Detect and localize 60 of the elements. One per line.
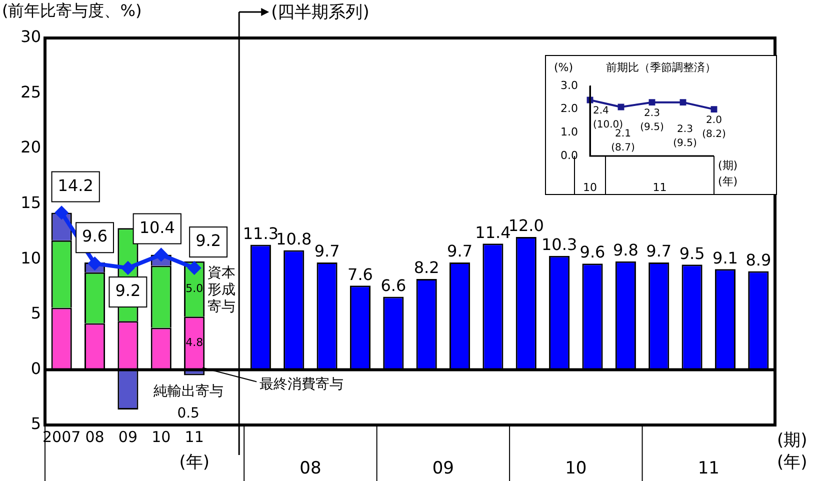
- x-tick-label: 09: [118, 428, 138, 446]
- text: 08: [300, 458, 322, 478]
- text: (年): [179, 452, 210, 472]
- data-label: 2.3 (9.5): [640, 108, 664, 133]
- data-label: 11.4: [475, 222, 511, 242]
- data-label: 9.8: [612, 240, 638, 260]
- data-label: 9.7: [314, 242, 340, 261]
- data-label: 9.1: [712, 248, 738, 268]
- x-tick-label: 10: [152, 428, 171, 446]
- data-label: 9.7: [447, 242, 472, 261]
- x-tick-label: 11: [184, 428, 204, 446]
- y-tick-label: 5: [30, 414, 41, 434]
- data-label: 2.1 (8.7): [611, 128, 635, 154]
- annotation: 11: [652, 180, 667, 194]
- y-axis-title: (%): [554, 60, 574, 74]
- data-label: 9.2: [115, 281, 141, 300]
- data-label: 8.9: [746, 250, 772, 270]
- data-label: 4.8: [186, 336, 204, 350]
- chart-title: 前期比（季節調整済）: [606, 60, 716, 74]
- annotation: (期): [718, 158, 738, 172]
- y-tick-label: 30: [20, 27, 41, 46]
- y-tick-label: 20: [20, 138, 41, 157]
- y-tick-label: 3.0: [560, 78, 578, 92]
- data-label: 10.8: [276, 229, 312, 248]
- data-label: 9.5: [679, 244, 705, 263]
- series-label: 純輸出寄与: [153, 383, 224, 400]
- annotation: 10: [583, 180, 597, 194]
- annotation: 0.5: [177, 405, 200, 422]
- data-label: 8.2: [414, 258, 440, 278]
- data-label: 11.3: [242, 224, 278, 243]
- data-label: 9.7: [646, 242, 672, 261]
- y-tick-label: 1.0: [560, 126, 578, 139]
- data-label: 5.0: [186, 282, 204, 295]
- y-axis-title: (前年比寄与度、%): [2, 1, 142, 20]
- text: (年): [777, 452, 808, 472]
- series-label: 資本形成寄与: [208, 264, 236, 315]
- data-label: 9.2: [196, 231, 222, 250]
- data-label: 6.6: [380, 276, 406, 295]
- text: 最終消費寄与: [260, 376, 344, 392]
- data-label: 9.6: [82, 226, 108, 246]
- data-label: 7.6: [348, 264, 373, 284]
- text: (四半期系列): [271, 2, 370, 22]
- y-tick-label: 25: [20, 82, 41, 102]
- y-tick-label: 0.0: [560, 148, 578, 162]
- y-tick-label: 0: [30, 358, 41, 378]
- text: 11: [698, 458, 720, 478]
- data-label: 2.0 (8.2): [702, 114, 726, 140]
- text: (期): [777, 430, 808, 450]
- y-tick-label: 5: [30, 304, 41, 323]
- y-tick-label: 15: [20, 193, 41, 212]
- data-label: 10.4: [139, 218, 175, 237]
- annotation: (年): [718, 174, 738, 188]
- data-label: 10.3: [542, 234, 578, 254]
- x-tick-label: 08: [85, 428, 104, 446]
- y-tick-label: 10: [20, 248, 41, 268]
- data-label: 14.2: [58, 176, 94, 195]
- data-label: 2.3 (9.5): [673, 124, 697, 149]
- y-tick-label: 2.0: [560, 102, 578, 116]
- text: 09: [432, 458, 454, 478]
- data-label: 9.6: [580, 242, 606, 262]
